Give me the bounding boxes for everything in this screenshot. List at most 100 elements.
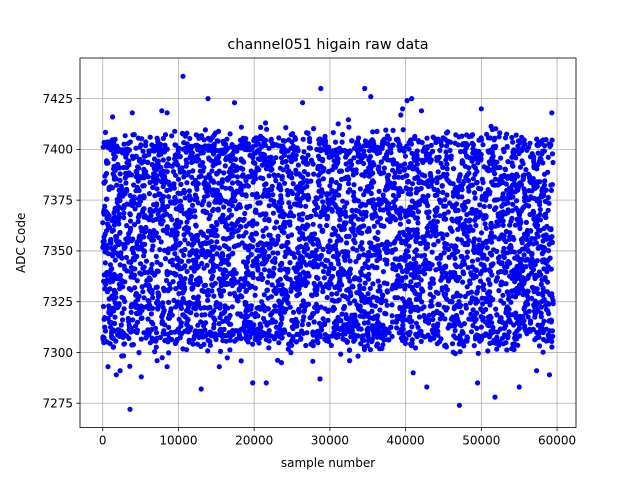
data-point (120, 284, 126, 290)
data-point (458, 309, 465, 315)
data-point (242, 146, 248, 152)
data-point (325, 243, 331, 249)
data-point (188, 196, 194, 202)
data-point (549, 151, 556, 157)
data-point (265, 306, 271, 312)
data-point (546, 318, 552, 324)
data-point (130, 255, 136, 261)
data-point (382, 246, 388, 252)
data-point (126, 322, 132, 328)
data-point (520, 291, 526, 298)
data-point (263, 336, 269, 343)
data-point (484, 245, 490, 251)
data-point (342, 221, 348, 227)
data-point (199, 328, 205, 334)
data-point (451, 250, 457, 257)
data-point (541, 225, 547, 231)
data-point (384, 240, 390, 246)
data-point (124, 146, 130, 152)
data-point (257, 212, 263, 218)
data-point (437, 199, 444, 205)
data-point (127, 363, 133, 369)
data-point (144, 173, 150, 179)
data-point (254, 221, 260, 227)
data-point (326, 205, 332, 211)
data-point (407, 204, 413, 210)
data-point (348, 218, 354, 225)
data-point (259, 144, 265, 150)
data-point (202, 127, 208, 133)
data-point (295, 292, 301, 298)
data-point (343, 312, 349, 318)
data-point (153, 180, 159, 186)
data-point (151, 156, 158, 162)
data-point (510, 234, 516, 240)
data-point (517, 333, 523, 339)
data-point (475, 285, 481, 291)
data-point (435, 301, 441, 308)
data-point (314, 291, 320, 298)
data-point (422, 271, 428, 277)
data-point (489, 235, 495, 241)
data-point (489, 159, 495, 165)
data-point (297, 229, 303, 235)
data-point (127, 139, 133, 145)
data-point (458, 149, 464, 155)
data-point (389, 313, 395, 319)
data-point (369, 263, 375, 269)
data-point (293, 275, 300, 281)
data-point (311, 171, 317, 177)
data-point (540, 259, 546, 265)
data-point (137, 237, 143, 244)
data-point (431, 335, 437, 341)
data-point (478, 314, 484, 320)
data-point (184, 219, 190, 225)
data-point (477, 209, 483, 215)
data-point (135, 296, 141, 303)
data-point (470, 176, 476, 182)
data-point (186, 258, 192, 264)
data-point (132, 206, 138, 212)
data-point (158, 239, 164, 245)
data-point (292, 254, 298, 260)
data-point (178, 301, 184, 307)
data-point (189, 174, 195, 180)
data-point (504, 347, 510, 353)
data-point (102, 203, 108, 209)
data-point (501, 300, 507, 306)
data-point (476, 333, 482, 339)
y-tick-label: 7425 (42, 92, 73, 106)
data-point (364, 274, 370, 280)
data-point (313, 247, 319, 253)
data-point (478, 306, 484, 312)
data-point (202, 320, 208, 326)
data-point (215, 207, 221, 213)
data-point (367, 240, 373, 246)
data-point (522, 323, 528, 329)
data-point (278, 300, 284, 306)
data-point (499, 319, 505, 325)
data-point (299, 322, 305, 328)
data-point (478, 324, 484, 330)
data-point (271, 336, 278, 342)
outlier-point (198, 386, 204, 392)
data-point (483, 298, 489, 305)
data-point (449, 341, 456, 347)
data-point (307, 315, 313, 321)
data-point (419, 306, 425, 312)
data-point (400, 309, 406, 315)
data-point (160, 213, 167, 219)
outlier-point (205, 96, 211, 102)
data-point (490, 296, 496, 303)
data-point (284, 239, 290, 246)
outlier-point (516, 384, 522, 390)
data-point (171, 182, 177, 188)
data-point (279, 176, 285, 182)
data-point (121, 263, 127, 269)
data-point (211, 232, 217, 238)
data-point (542, 277, 548, 283)
data-point (532, 195, 538, 202)
data-point (200, 247, 206, 253)
data-point (252, 285, 258, 291)
data-points (100, 73, 556, 412)
